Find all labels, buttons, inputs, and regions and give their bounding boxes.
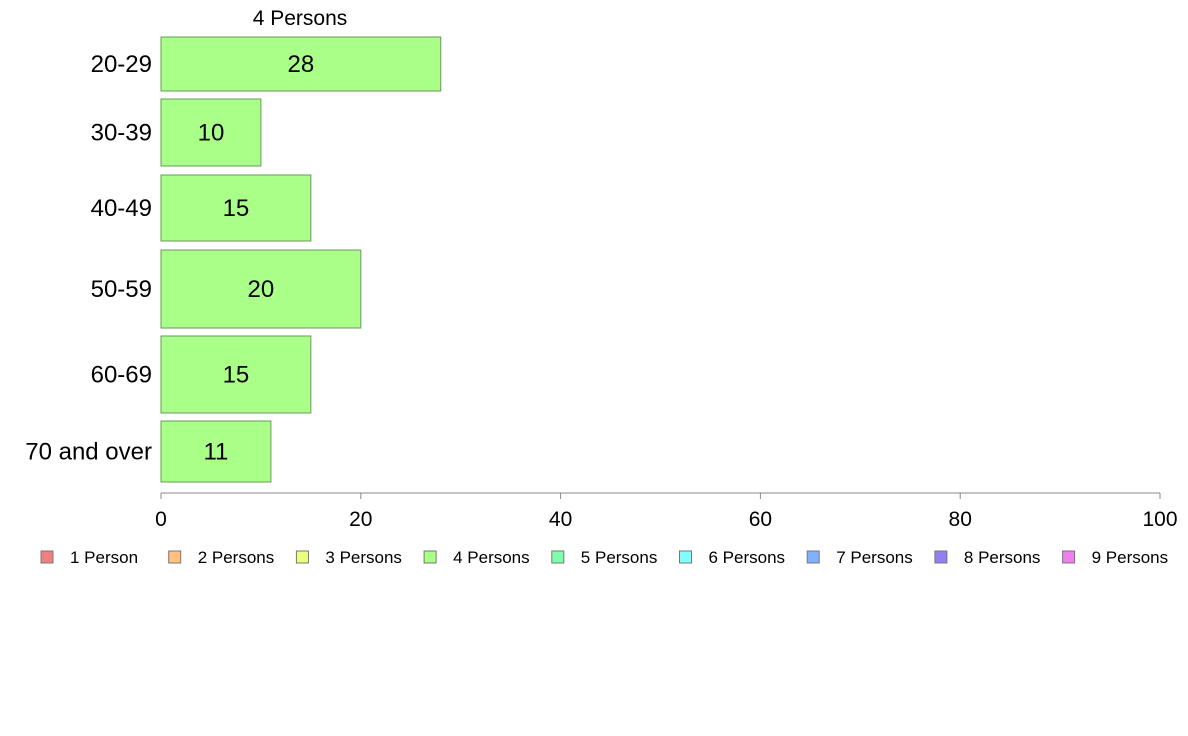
bar-70-and-over — [160, 420, 272, 483]
legend-label: 1 Person — [70, 548, 138, 567]
legend-swatch — [551, 550, 565, 564]
legend-swatch — [40, 550, 54, 564]
bar-30-39 — [160, 98, 262, 167]
legend-swatch — [806, 550, 820, 564]
legend-swatch — [168, 550, 182, 564]
x-tick-label: 40 — [549, 508, 572, 531]
legend-swatch — [295, 550, 309, 564]
x-tick-label: 100 — [1142, 508, 1177, 531]
category-label: 50-59 — [91, 276, 152, 303]
value-label: 28 — [288, 51, 315, 78]
value-label: 10 — [198, 120, 225, 147]
value-label: 20 — [248, 276, 275, 303]
bar-50-59 — [160, 249, 362, 329]
legend-swatch — [934, 550, 948, 564]
x-tick-label: 60 — [749, 508, 772, 531]
bar-20-29 — [160, 36, 442, 92]
legend-swatch — [423, 550, 437, 564]
legend: 1 Person 2 Persons 3 Persons 4 Persons 5 Per… — [40, 548, 1169, 567]
legend-label: 5 Persons — [581, 548, 658, 567]
category-label: 40-49 — [91, 195, 152, 222]
x-tick-label: 80 — [949, 508, 972, 531]
chart-title: 4 Persons — [253, 7, 348, 30]
value-label: 15 — [223, 362, 250, 389]
category-label: 70 and over — [25, 439, 152, 466]
legend-label: 2 Persons — [198, 548, 275, 567]
legend-label: 4 Persons — [453, 548, 530, 567]
bar-60-69 — [160, 335, 312, 414]
bars-group: 20-29 28 30-39 10 40-49 15 50-59 20 60-69 15 70 an… — [25, 36, 442, 483]
legend-label: 3 Persons — [325, 548, 402, 567]
legend-swatch — [679, 550, 692, 564]
legend-label: 8 Persons — [964, 548, 1041, 567]
x-tick-label: 0 — [155, 508, 167, 531]
category-label: 20-29 — [91, 51, 152, 78]
legend-label: 7 Persons — [836, 548, 913, 567]
legend-label: 6 Persons — [709, 548, 786, 567]
category-label: 30-39 — [91, 120, 152, 147]
value-label: 11 — [203, 439, 228, 466]
bar-40-49 — [160, 174, 312, 242]
x-tick-label: 20 — [349, 508, 372, 531]
category-label: 60-69 — [91, 362, 152, 389]
x-axis: 0 20 40 60 80 100 — [155, 492, 1178, 531]
value-label: 15 — [223, 195, 250, 222]
legend-swatch — [1062, 550, 1076, 564]
legend-label: 9 Persons — [1092, 548, 1169, 567]
